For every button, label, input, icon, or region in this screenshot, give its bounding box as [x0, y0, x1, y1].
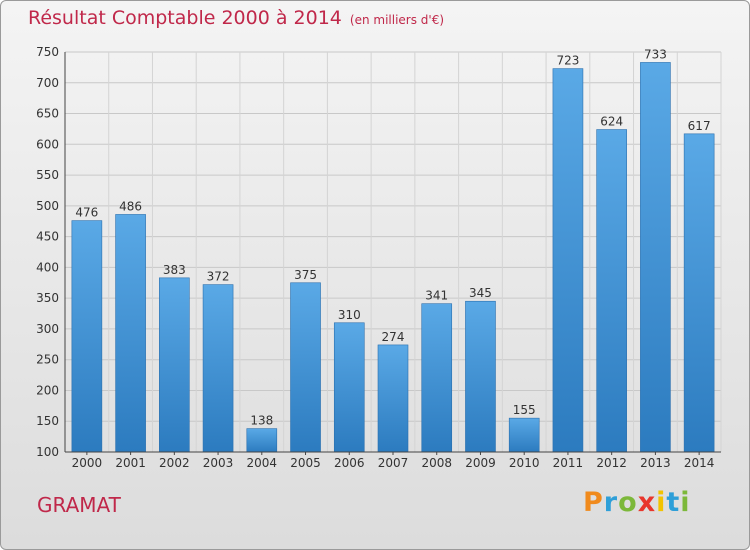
value-label-2007: 274 — [382, 330, 405, 344]
bar-2005 — [290, 282, 321, 453]
y-tick-label: 100 — [36, 445, 59, 459]
x-tick-label-2005: 2005 — [290, 456, 321, 470]
y-tick-label: 350 — [36, 291, 59, 305]
bar-2013 — [640, 62, 671, 453]
x-tick-label-2012: 2012 — [596, 456, 627, 470]
x-tick-label-2007: 2007 — [378, 456, 409, 470]
bar-2002 — [159, 277, 190, 453]
y-tick-label: 700 — [36, 76, 59, 90]
bar-2012 — [596, 129, 627, 453]
x-tick-label-2006: 2006 — [334, 456, 365, 470]
value-label-2004: 138 — [250, 414, 273, 428]
proxiti-logo: Proxiti — [583, 487, 691, 518]
value-label-2011: 723 — [556, 54, 579, 68]
value-label-2008: 341 — [425, 289, 448, 303]
x-tick-label-2000: 2000 — [72, 456, 103, 470]
bar-2010 — [508, 417, 540, 453]
value-label-2003: 372 — [207, 270, 230, 284]
x-tick-label-2014: 2014 — [684, 456, 715, 470]
y-tick-label: 550 — [36, 168, 59, 182]
bar-2004 — [246, 428, 278, 453]
bar-2009 — [465, 300, 496, 453]
axes: 100 150 200 250 300 350 400 450 500 550 600 650 700 7… — [36, 45, 721, 470]
chart-title-text: Résultat Comptable 2000 à 2014 — [28, 7, 342, 29]
bar-2001 — [115, 214, 146, 453]
y-tick-label: 200 — [36, 383, 59, 397]
x-tick-label-2001: 2001 — [115, 456, 146, 470]
y-tick-label: 500 — [36, 199, 59, 213]
value-label-2010: 155 — [513, 403, 536, 417]
x-tick-label-2009: 2009 — [465, 456, 496, 470]
value-label-2012: 624 — [600, 115, 623, 129]
y-tick-label: 650 — [36, 107, 59, 121]
value-label-2014: 617 — [688, 119, 711, 133]
y-tick-label: 400 — [36, 260, 59, 274]
bar-2014 — [683, 133, 715, 453]
bar-2003 — [202, 284, 234, 453]
bar-2006 — [333, 322, 365, 453]
bar-2008 — [421, 303, 453, 453]
x-tick-label-2002: 2002 — [159, 456, 190, 470]
bar-2007 — [377, 344, 409, 453]
x-tick-label-2010: 2010 — [509, 456, 540, 470]
value-label-2002: 383 — [163, 263, 186, 277]
x-tick-label-2008: 2008 — [421, 456, 452, 470]
value-label-2000: 476 — [75, 206, 98, 220]
value-label-2009: 345 — [469, 286, 492, 300]
bar-2011 — [552, 68, 584, 453]
y-tick-label: 150 — [36, 414, 59, 428]
value-label-2006: 310 — [338, 308, 361, 322]
y-tick-label: 300 — [36, 322, 59, 336]
value-label-2005: 375 — [294, 268, 317, 282]
x-tick-label-2011: 2011 — [553, 456, 584, 470]
x-tick-label-2004: 2004 — [247, 456, 278, 470]
y-tick-label: 250 — [36, 353, 59, 367]
value-label-2001: 486 — [119, 199, 142, 213]
value-label-2013: 733 — [644, 47, 667, 61]
bar-2000 — [71, 220, 103, 453]
y-tick-label: 450 — [36, 230, 59, 244]
x-tick-label-2013: 2013 — [640, 456, 671, 470]
chart-title: Résultat Comptable 2000 à 2014 (en millie… — [28, 7, 444, 29]
place-name: GRAMAT — [37, 493, 121, 517]
y-tick-label: 600 — [36, 137, 59, 151]
chart-subtitle: (en milliers d'€) — [349, 13, 445, 27]
x-tick-label-2003: 2003 — [203, 456, 234, 470]
y-tick-label: 750 — [36, 45, 59, 59]
bars — [71, 62, 715, 453]
